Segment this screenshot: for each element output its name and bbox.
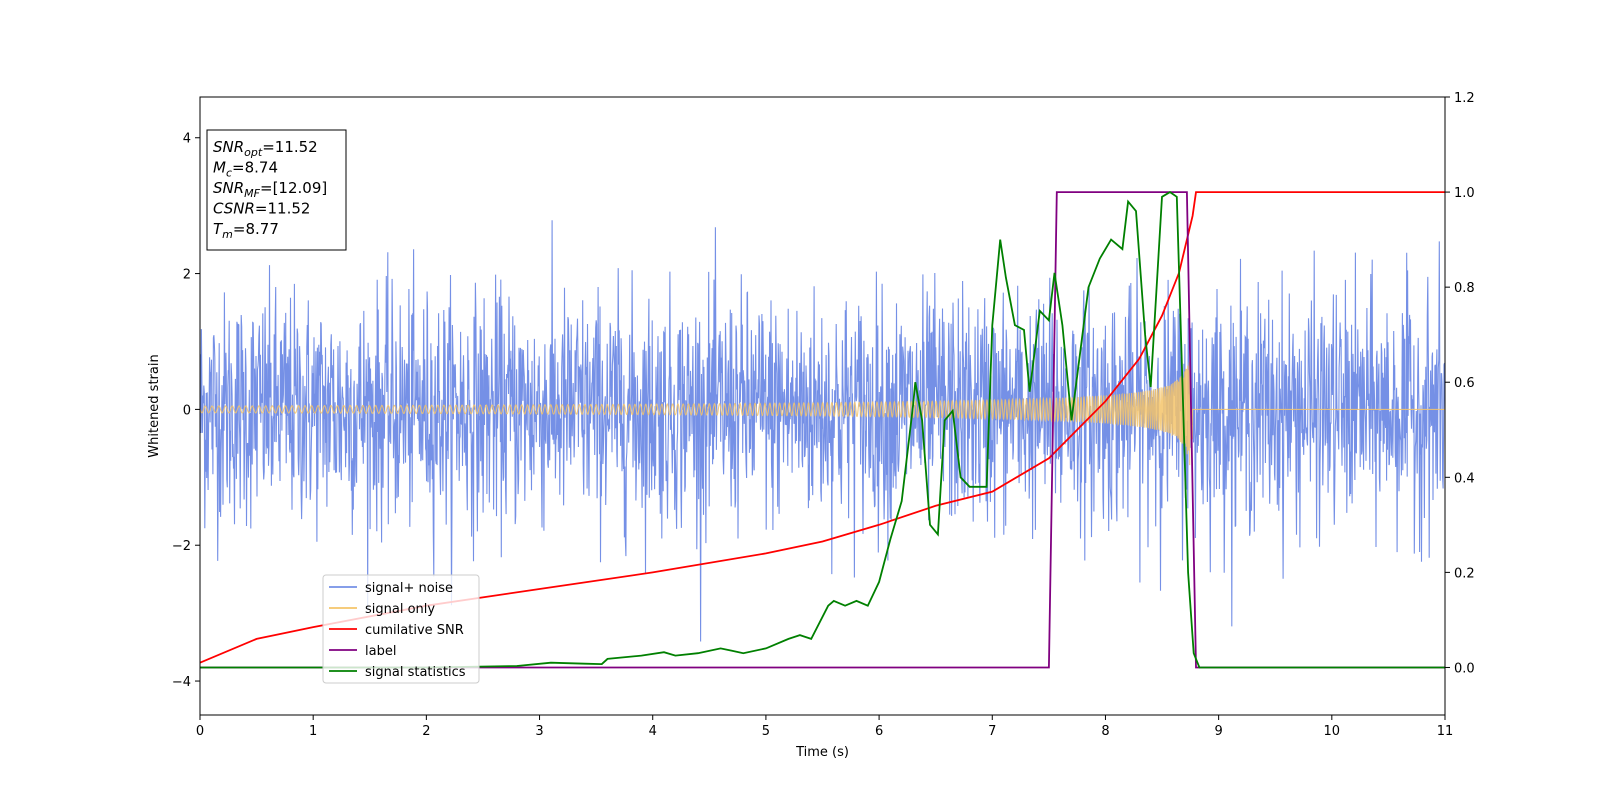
y-left-tick-label: 0	[183, 403, 191, 418]
legend-label: signal only	[365, 602, 435, 617]
x-axis-label: Time (s)	[795, 745, 849, 760]
series-line-signal-statistics	[200, 191, 1445, 669]
x-tick-label: 1	[309, 724, 317, 739]
axes: 0 1 2 3 4 5 6 7 8 9 10 11 −4 −2 0 2 4 0.0 0.2 0.4 0.6 0.8 1.0 1…	[172, 91, 1475, 739]
legend-label: signal+ noise	[365, 581, 453, 596]
x-tick-label: 5	[762, 724, 770, 739]
info-line: Tm=8.77	[213, 220, 279, 241]
y-right-tick-label: 0.6	[1454, 376, 1475, 391]
y-left-tick-label: −4	[172, 675, 191, 690]
y-right-tick-label: 1.2	[1454, 91, 1475, 106]
x-tick-label: 4	[649, 724, 657, 739]
info-box-frame	[206, 129, 347, 251]
y-axis-label: Whitened strain	[147, 354, 162, 457]
y-right-tick-label: 0.0	[1454, 661, 1475, 676]
x-tick-label: 8	[1101, 724, 1109, 739]
legend-label: cumilative SNR	[365, 623, 464, 638]
y-left-tick-label: 4	[183, 132, 191, 147]
x-tick-label: 9	[1214, 724, 1222, 739]
plot-frame	[199, 96, 1446, 716]
y-right-tick-label: 0.4	[1454, 471, 1475, 486]
y-left-tick-label: 2	[183, 268, 191, 283]
y-right-tick-label: 0.8	[1454, 281, 1475, 296]
series-line-signal-only	[200, 351, 1445, 466]
legend-label: signal statistics	[365, 665, 466, 680]
x-tick-label: 3	[535, 724, 543, 739]
info-box: SNRopt=11.52Mc=8.74SNRMF=[12.09]CSNR=11.…	[206, 129, 347, 251]
info-line: CSNR=11.52	[213, 200, 310, 218]
info-line: SNRMF=[12.09]	[213, 179, 327, 200]
series-line-signal-noise	[200, 220, 1445, 642]
info-line: SNRopt=11.52	[213, 138, 318, 159]
y-left-tick-label: −2	[172, 539, 191, 554]
x-tick-label: 7	[988, 724, 996, 739]
legend: signal+ noise signal only cumilative SNR la…	[322, 574, 480, 684]
y-right-tick-label: 0.2	[1454, 566, 1475, 581]
x-tick-label: 11	[1437, 724, 1454, 739]
x-tick-label: 10	[1324, 724, 1341, 739]
x-tick-label: 0	[196, 724, 204, 739]
legend-frame	[322, 574, 480, 684]
y-right-tick-label: 1.0	[1454, 186, 1475, 201]
x-tick-label: 6	[875, 724, 883, 739]
x-tick-label: 2	[422, 724, 430, 739]
info-line: Mc=8.74	[213, 159, 278, 180]
legend-label: label	[365, 644, 396, 659]
